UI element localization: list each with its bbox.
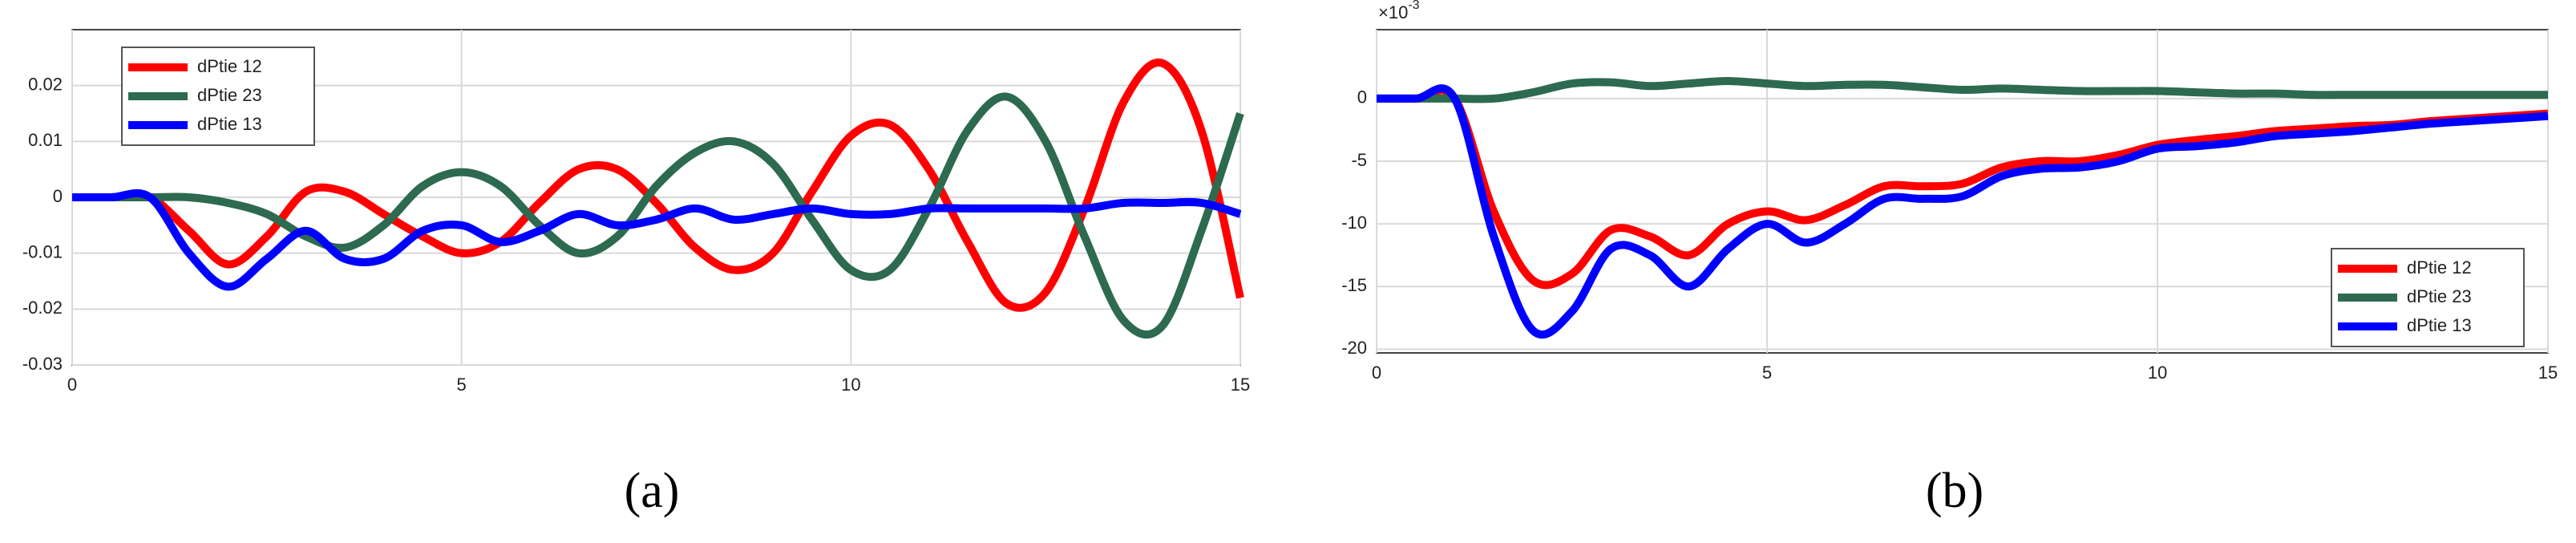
legend-label: dPtie 13 xyxy=(197,114,262,134)
legend-label: dPtie 13 xyxy=(2407,315,2472,335)
legend-label: dPtie 23 xyxy=(197,85,262,105)
series-line xyxy=(71,188,1242,291)
y-tick-label: -15 xyxy=(1341,275,1367,295)
legend-label: dPtie 23 xyxy=(2407,286,2472,306)
y-tick-label: 0.01 xyxy=(28,130,63,150)
panel-caption: (b) xyxy=(1926,464,1984,518)
y-tick-label: 0 xyxy=(1357,87,1367,107)
multiplier-base: ×10 xyxy=(1378,2,1408,22)
y-tick-label: 0.02 xyxy=(28,74,63,94)
axis-multiplier: ×10-3 xyxy=(1378,0,1420,22)
y-tick-label: -5 xyxy=(1351,150,1367,170)
x-tick-label: 10 xyxy=(841,375,860,395)
y-tick-label: -0.03 xyxy=(22,354,63,374)
multiplier-exponent: -3 xyxy=(1408,0,1419,12)
x-tick-label: 0 xyxy=(67,375,77,395)
panel-caption: (a) xyxy=(625,464,680,518)
y-tick-label: 0 xyxy=(53,186,63,206)
series-line xyxy=(1376,86,2549,290)
x-tick-label: 15 xyxy=(1231,375,1250,395)
series-line xyxy=(1376,77,2548,103)
x-tick-label: 5 xyxy=(1762,363,1772,383)
series-line xyxy=(1376,84,2549,339)
x-tick-label: 10 xyxy=(2148,363,2167,383)
legend-label: dPtie 12 xyxy=(197,56,262,76)
y-tick-label: -0.01 xyxy=(22,241,63,261)
x-tick-label: 5 xyxy=(457,375,467,395)
legend-label: dPtie 12 xyxy=(2407,257,2472,278)
y-tick-label: -0.02 xyxy=(22,298,63,318)
y-tick-label: -20 xyxy=(1341,338,1367,358)
legend: dPtie 12 dPtie 23 dPtie 13 xyxy=(121,47,315,146)
legend: dPtie 12 dPtie 23 dPtie 13 xyxy=(2331,248,2525,347)
x-tick-label: 0 xyxy=(1372,363,1381,383)
x-tick-label: 15 xyxy=(2538,363,2558,383)
series-line xyxy=(71,92,1244,339)
y-tick-label: -10 xyxy=(1341,213,1367,233)
